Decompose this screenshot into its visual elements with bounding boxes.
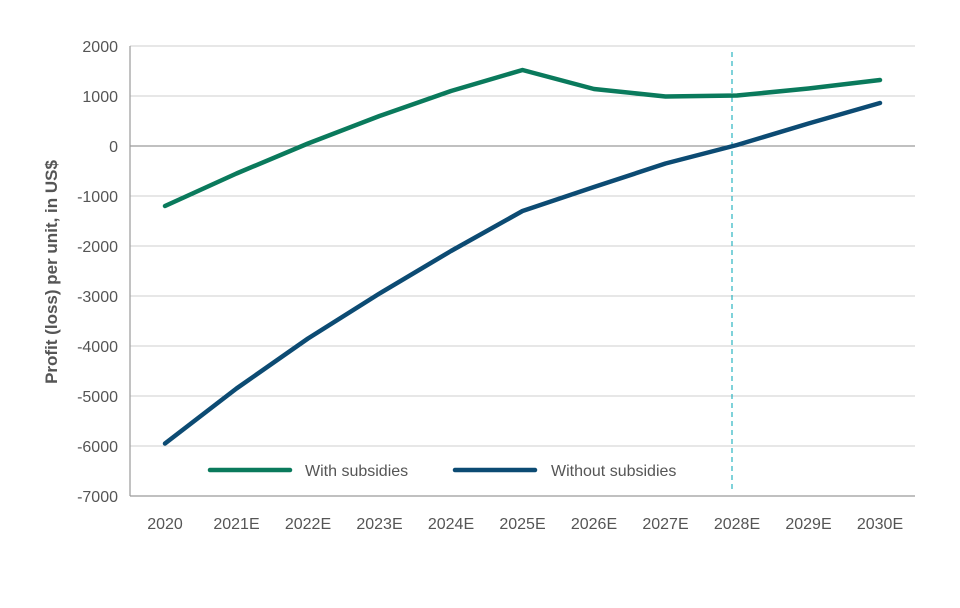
series-lines: [162, 67, 883, 446]
x-tick-label: 2029E: [785, 516, 831, 533]
y-tick-label: -7000: [77, 489, 118, 506]
x-tick-label: 2024E: [428, 516, 474, 533]
x-tick-label: 2027E: [642, 516, 688, 533]
x-tick-label: 2021E: [213, 516, 259, 533]
x-tick-label: 2030E: [857, 516, 903, 533]
x-tick-label: 2028E: [714, 516, 760, 533]
legend-label: With subsidies: [305, 463, 408, 480]
y-axis-label: Profit (loss) per unit, in US$: [42, 160, 61, 384]
x-tick-label: 2023E: [356, 516, 402, 533]
series-line-with-subsidies: [162, 67, 883, 209]
x-tick-label: 2020: [147, 516, 183, 533]
y-tick-label: -5000: [77, 389, 118, 406]
y-tick-label: -4000: [77, 339, 118, 356]
y-tick-label: -3000: [77, 289, 118, 306]
x-tick-label: 2026E: [571, 516, 617, 533]
y-tick-label: 0: [109, 139, 118, 156]
y-tick-label: 1000: [82, 89, 118, 106]
legend: With subsidies Without subsidies: [207, 463, 676, 480]
axes: [129, 46, 915, 497]
y-tick-label: -6000: [77, 439, 118, 456]
y-tick-label: 2000: [82, 39, 118, 56]
x-tick-labels: 2020 2021E 2022E 2023E 2024E 2025E 2026E 2027E 2…: [147, 516, 903, 533]
legend-label: Without subsidies: [551, 463, 676, 480]
y-tick-label: -2000: [77, 239, 118, 256]
gridlines: [130, 45, 915, 447]
series-line-without-subsidies: [162, 100, 883, 446]
y-tick-labels: 2000 1000 0 -1000 -2000 -3000 -4000 -5000 -6000 -…: [77, 39, 118, 506]
x-tick-label: 2025E: [499, 516, 545, 533]
x-tick-label: 2022E: [285, 516, 331, 533]
y-tick-label: -1000: [77, 189, 118, 206]
